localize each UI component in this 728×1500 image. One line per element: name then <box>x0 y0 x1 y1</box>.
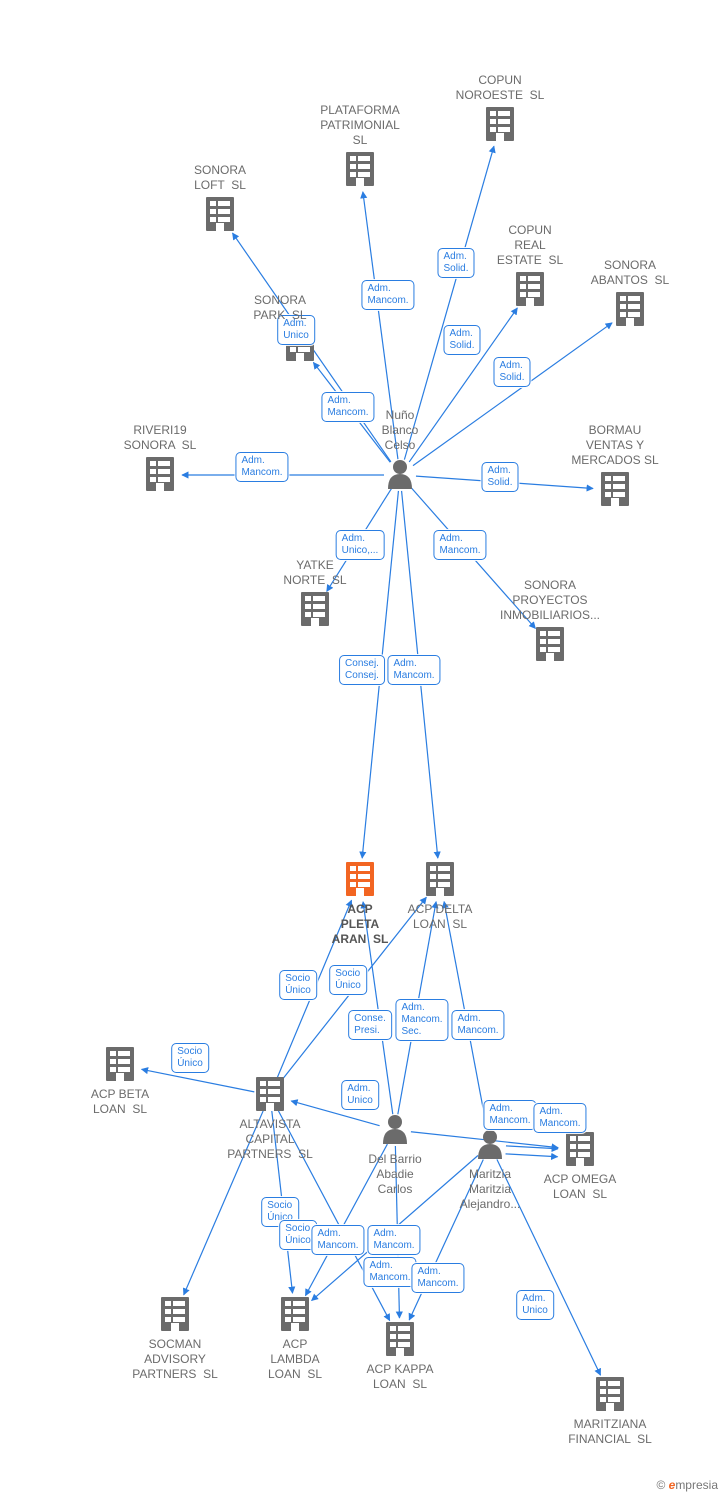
company-node[interactable] <box>486 107 514 141</box>
edge-label: Conse. Presi. <box>348 1010 392 1040</box>
edge-label: Adm. Mancom. <box>411 1263 464 1293</box>
edge-label: Adm. Mancom. <box>361 280 414 310</box>
edge-label: Adm. Mancom. <box>321 392 374 422</box>
edge-label: Adm. Mancom. <box>367 1225 420 1255</box>
company-node[interactable] <box>426 862 454 896</box>
edge-label: Socio Único <box>279 970 317 1000</box>
edge-label: Adm. Mancom. <box>483 1100 536 1130</box>
edge <box>404 146 494 459</box>
edge <box>497 1159 601 1375</box>
edge-label: Adm. Unico <box>516 1290 554 1320</box>
company-node[interactable] <box>281 1297 309 1331</box>
company-node[interactable] <box>386 1322 414 1356</box>
company-node[interactable] <box>346 152 374 186</box>
company-node[interactable] <box>346 862 374 896</box>
edge-label: Adm. Solid. <box>493 357 530 387</box>
edge-label: Adm. Mancom. <box>433 530 486 560</box>
company-node[interactable] <box>106 1047 134 1081</box>
edge-label: Consej. Consej. <box>339 655 385 685</box>
edge-label: Adm. Unico <box>277 315 315 345</box>
edge-label: Adm. Mancom. <box>451 1010 504 1040</box>
company-node[interactable] <box>256 1077 284 1111</box>
edge-label: Adm. Solid. <box>481 462 518 492</box>
edge-label: Adm. Unico <box>341 1080 379 1110</box>
edge-label: Adm. Solid. <box>443 325 480 355</box>
company-node[interactable] <box>536 627 564 661</box>
company-node[interactable] <box>146 457 174 491</box>
edge <box>506 1154 558 1157</box>
copyright-symbol: © <box>656 1478 665 1492</box>
company-node[interactable] <box>301 592 329 626</box>
edge-label: Adm. Mancom. <box>311 1225 364 1255</box>
company-node[interactable] <box>601 472 629 506</box>
company-node[interactable] <box>206 197 234 231</box>
company-node[interactable] <box>616 292 644 326</box>
edge-label: Adm. Mancom. <box>235 452 288 482</box>
company-node[interactable] <box>161 1297 189 1331</box>
edge-label: Adm. Unico,... <box>336 530 385 560</box>
company-node[interactable] <box>596 1377 624 1411</box>
edge-label: Adm. Mancom. <box>533 1103 586 1133</box>
company-node[interactable] <box>566 1132 594 1166</box>
person-node[interactable] <box>388 460 412 489</box>
person-node[interactable] <box>383 1115 407 1144</box>
edge-label: Socio Único <box>329 965 367 995</box>
edge-label: Socio Único <box>171 1043 209 1073</box>
person-node[interactable] <box>478 1130 502 1159</box>
company-node[interactable] <box>516 272 544 306</box>
edge-label: Adm. Mancom. Sec. <box>395 999 448 1041</box>
edge <box>184 1110 264 1295</box>
edge-label: Adm. Mancom. <box>363 1257 416 1287</box>
footer-credit: © empresia <box>656 1478 718 1492</box>
edge-label: Adm. Mancom. <box>387 655 440 685</box>
brand-rest: mpresia <box>675 1478 718 1492</box>
edge-label: Adm. Solid. <box>437 248 474 278</box>
